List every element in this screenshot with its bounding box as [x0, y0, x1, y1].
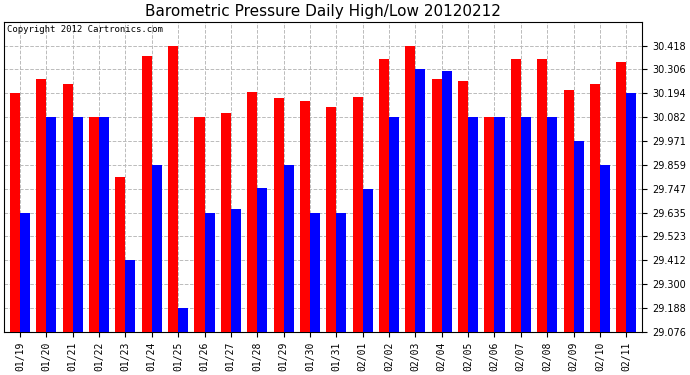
Bar	[99, 117, 109, 332]
Bar	[89, 117, 99, 332]
Bar	[627, 93, 636, 332]
Bar	[389, 117, 399, 332]
Bar	[141, 56, 152, 332]
Bar	[538, 59, 547, 332]
Bar	[616, 62, 627, 332]
Text: Copyright 2012 Cartronics.com: Copyright 2012 Cartronics.com	[8, 25, 164, 34]
Bar	[406, 46, 415, 332]
Bar	[564, 90, 573, 332]
Bar	[590, 84, 600, 332]
Bar	[442, 71, 452, 332]
Bar	[46, 117, 57, 332]
Bar	[257, 188, 267, 332]
Bar	[231, 209, 241, 332]
Bar	[336, 213, 346, 332]
Bar	[204, 213, 215, 332]
Bar	[72, 117, 83, 332]
Bar	[379, 59, 389, 332]
Bar	[284, 165, 294, 332]
Bar	[573, 141, 584, 332]
Bar	[363, 189, 373, 332]
Bar	[152, 165, 162, 332]
Bar	[247, 92, 257, 332]
Bar	[326, 107, 336, 332]
Bar	[353, 98, 363, 332]
Bar	[178, 308, 188, 332]
Title: Barometric Pressure Daily High/Low 20120212: Barometric Pressure Daily High/Low 20120…	[145, 4, 501, 19]
Bar	[126, 260, 135, 332]
Bar	[432, 79, 442, 332]
Bar	[195, 117, 204, 332]
Bar	[221, 113, 231, 332]
Bar	[20, 213, 30, 332]
Bar	[310, 213, 320, 332]
Bar	[484, 117, 495, 332]
Bar	[600, 165, 610, 332]
Bar	[168, 46, 178, 332]
Bar	[10, 93, 20, 332]
Bar	[273, 99, 284, 332]
Bar	[547, 117, 558, 332]
Bar	[495, 117, 504, 332]
Bar	[468, 117, 478, 332]
Bar	[300, 100, 310, 332]
Bar	[37, 79, 46, 332]
Bar	[521, 117, 531, 332]
Bar	[511, 59, 521, 332]
Bar	[63, 84, 72, 332]
Bar	[458, 81, 468, 332]
Bar	[115, 177, 126, 332]
Bar	[415, 69, 426, 332]
